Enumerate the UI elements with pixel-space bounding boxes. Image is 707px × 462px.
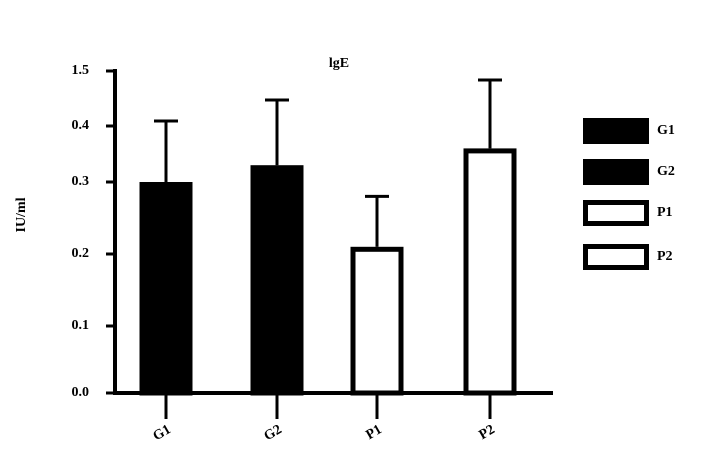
legend-label: G1	[657, 123, 675, 138]
bar	[463, 148, 517, 396]
bar	[250, 165, 304, 396]
x-tick-label: P2	[477, 422, 498, 443]
legend-swatch	[583, 118, 649, 144]
legend-swatch	[583, 159, 649, 185]
x-tick-label: G1	[151, 422, 174, 444]
chart-title: lgE	[329, 56, 349, 71]
legend-label: P2	[657, 249, 673, 264]
y-tick-label: 0.4	[72, 118, 90, 133]
x-tick-label: G2	[262, 422, 285, 444]
legend-swatch	[583, 200, 649, 226]
y-tick-label: 0.2	[72, 246, 90, 261]
legend-label: G2	[657, 164, 675, 179]
y-tick-label: 0.0	[72, 385, 90, 400]
y-tick-label: 1.5	[72, 63, 90, 78]
y-tick-label: 0.1	[72, 318, 90, 333]
y-axis-label: IU/ml	[14, 197, 29, 232]
x-tick-label: P1	[364, 422, 385, 443]
bar	[139, 182, 193, 396]
y-tick-label: 0.3	[72, 174, 90, 189]
legend-label: P1	[657, 205, 673, 220]
legend-swatch	[583, 244, 649, 270]
bar	[350, 246, 404, 396]
